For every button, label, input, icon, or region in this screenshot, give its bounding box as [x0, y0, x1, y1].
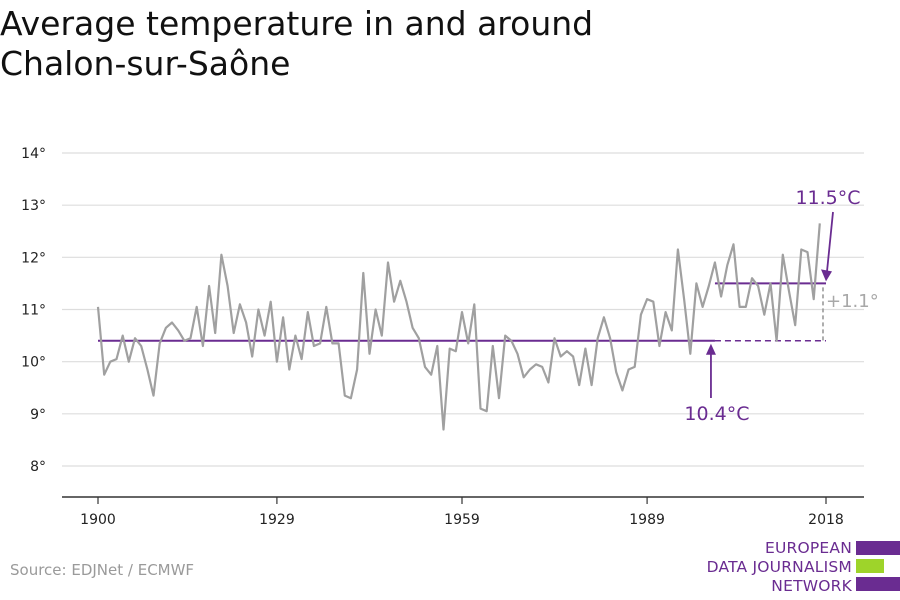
- edjnet-logo: EUROPEAN DATA JOURNALISM NETWORK: [700, 538, 900, 598]
- axis-layer: 1900 1929 1959 1989 2018: [62, 496, 864, 528]
- y-tick-label: 8°: [30, 459, 46, 475]
- new-mean-arrow-shaft: [826, 211, 834, 272]
- y-tick-label: 13°: [21, 198, 46, 214]
- logo-bar-purple-bottom: [856, 577, 900, 591]
- logo-bar-green: [856, 559, 884, 573]
- annotation-layer: 10.4°C 11.5°C +1.1°: [684, 187, 878, 425]
- chart-title-line2: Chalon-sur-Saône: [0, 44, 291, 83]
- new-mean-arrow-head: [821, 269, 832, 282]
- logo-line-1: EUROPEAN: [764, 539, 852, 557]
- x-tick-label: 2018: [808, 512, 844, 528]
- y-tick-label: 10°: [21, 355, 46, 371]
- logo-bar-purple-top: [856, 541, 900, 555]
- source-note: Source: EDJNet / ECMWF: [10, 561, 195, 579]
- x-tick-label: 1989: [629, 512, 665, 528]
- temperature-series-line: [96, 223, 821, 431]
- y-tick-label: 12°: [21, 250, 46, 266]
- chart-title: Average temperature in and around Chalon…: [0, 4, 700, 84]
- x-tick-label: 1959: [444, 512, 480, 528]
- logo-line-2: DATA JOURNALISM: [706, 558, 852, 576]
- y-tick-label: 14°: [21, 146, 46, 162]
- old-mean-arrow-head: [705, 343, 716, 355]
- difference-label: +1.1°: [826, 291, 879, 312]
- x-tick-label: 1929: [259, 512, 295, 528]
- new-mean-label: 11.5°C: [795, 187, 860, 209]
- series-layer: [96, 223, 821, 431]
- x-tick-label: 1900: [80, 512, 116, 528]
- y-tick-label: 11°: [21, 303, 46, 319]
- old-mean-label: 10.4°C: [684, 403, 749, 425]
- logo-line-3: NETWORK: [771, 577, 852, 595]
- chart-title-line1: Average temperature in and around: [0, 4, 594, 43]
- y-tick-label: 9°: [30, 407, 46, 423]
